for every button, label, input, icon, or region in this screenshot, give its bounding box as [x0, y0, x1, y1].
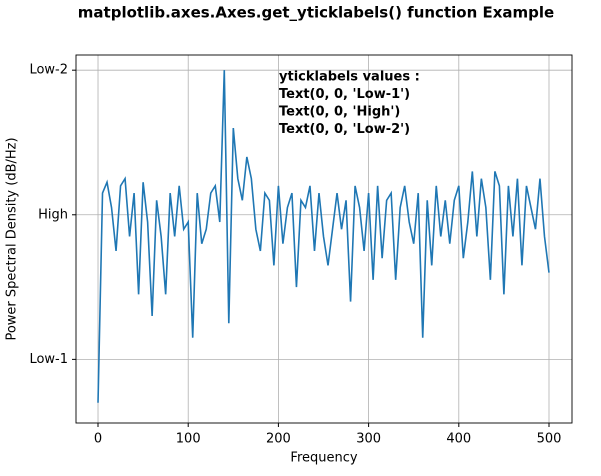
plot-frame [75, 54, 573, 424]
x-axis-label: Frequency [290, 451, 357, 466]
data-line [97, 70, 550, 403]
x-tick-label: 100 [176, 432, 201, 447]
annotation: Text(0, 0, 'High') [279, 105, 400, 120]
annotation: Text(0, 0, 'Low-2') [279, 122, 410, 137]
annotation: Text(0, 0, 'Low-1') [279, 87, 410, 102]
x-tick-label: 300 [356, 432, 381, 447]
x-tick-label: 0 [94, 432, 102, 447]
y-tick-label: High [38, 207, 68, 222]
y-axis-label: Power Spectral Density (dB/Hz) [5, 137, 20, 340]
y-tick-label: Low-1 [29, 352, 68, 367]
chart-title: matplotlib.axes.Axes.get_yticklabels() f… [78, 4, 554, 22]
x-tick-label: 200 [266, 432, 291, 447]
x-tick-label: 400 [446, 432, 471, 447]
annotation: yticklabels values : [279, 70, 420, 85]
y-tick-label: Low-2 [29, 63, 68, 78]
x-tick-label: 500 [537, 432, 562, 447]
